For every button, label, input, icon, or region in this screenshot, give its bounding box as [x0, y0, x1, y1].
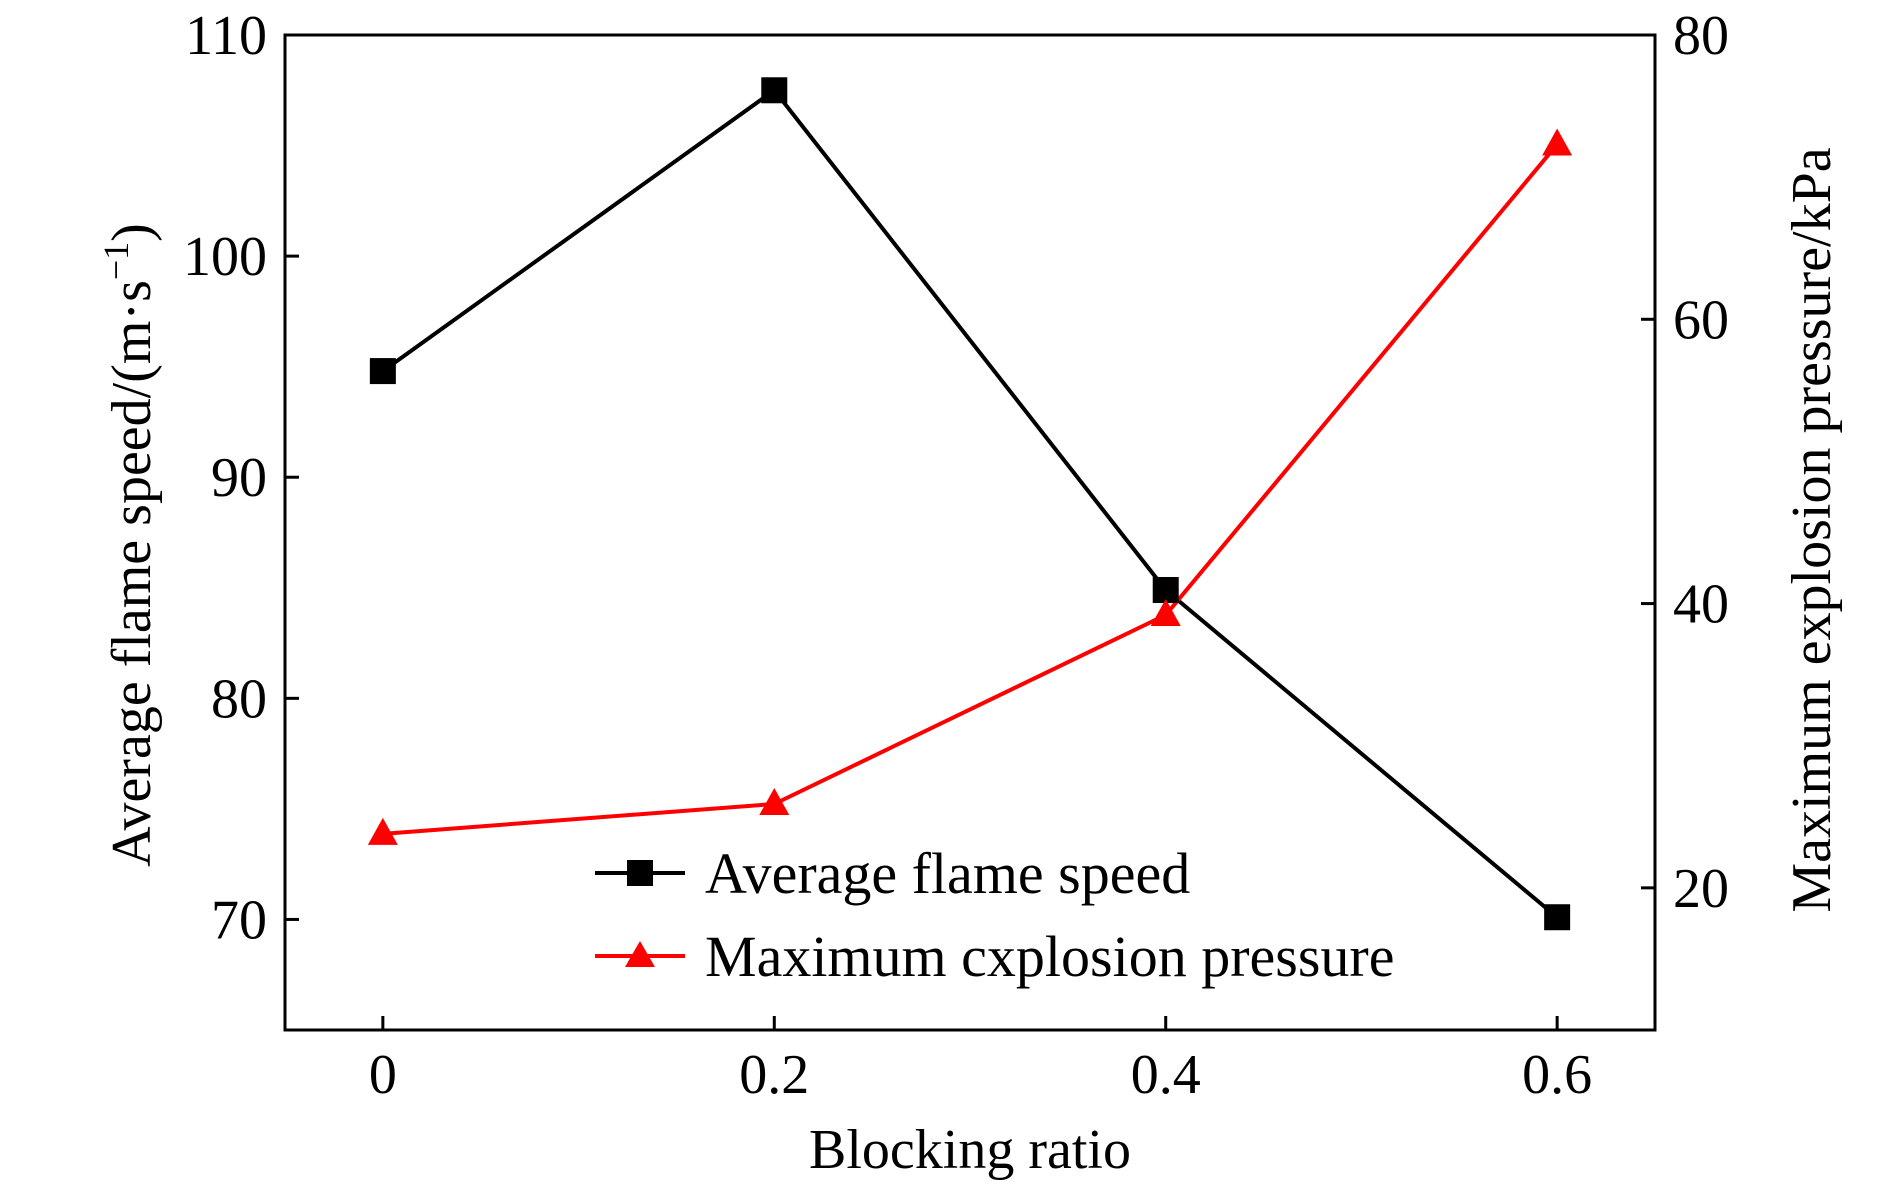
left-y-tick-label: 100: [183, 226, 267, 288]
right-y-tick-label: 80: [1673, 5, 1729, 67]
series-line-0: [381, 88, 1559, 919]
data-point-square: [1152, 576, 1179, 603]
data-point-square: [1544, 904, 1571, 931]
data-point-triangle: [759, 787, 790, 815]
right-y-tick-label: 40: [1673, 574, 1729, 636]
right-y-axis-label: Maximum explosion pressure/kPa: [1781, 147, 1843, 912]
left-y-tick-label: 80: [211, 668, 267, 730]
left-y-axis-label: Average flame speed/(m·s−1): [96, 223, 163, 867]
series-line-1: [382, 143, 1559, 836]
legend-marker-triangle: [625, 941, 655, 967]
left-y-axis-label-close: ): [101, 223, 163, 242]
data-point-square: [369, 358, 396, 385]
axis-ticks: 0 0.2 0.4 0.6 70 80 90 100 110 20 40 60 80: [183, 5, 1729, 1106]
data-point-triangle: [1150, 598, 1181, 626]
x-tick-label: 0.4: [1131, 1044, 1201, 1106]
right-y-tick-label: 60: [1673, 289, 1729, 351]
series-lines: [381, 88, 1559, 919]
series-markers: [367, 77, 1573, 931]
x-tick-label: 0: [369, 1044, 397, 1106]
x-tick-label: 0.2: [739, 1044, 809, 1106]
x-tick-label: 0.6: [1522, 1044, 1592, 1106]
x-axis-label: Blocking ratio: [809, 1119, 1131, 1181]
left-y-tick-label: 110: [185, 5, 267, 67]
data-point-triangle: [1542, 128, 1573, 156]
legend-label-flame-speed: Average flame speed: [705, 841, 1190, 906]
right-y-tick-label: 20: [1673, 858, 1729, 920]
data-point-square: [761, 77, 788, 104]
plot-frame: [283, 33, 1657, 1032]
legend-label-explosion-pressure: Maximum cxplosion pressure: [705, 924, 1394, 989]
left-y-axis-label-main: Average flame speed/(m·s: [101, 280, 163, 867]
legend: Average flame speed Maximum cxplosion pr…: [595, 841, 1394, 989]
left-y-tick-label: 70: [211, 889, 267, 951]
legend-marker-square: [627, 860, 653, 886]
left-y-tick-label: 90: [211, 447, 267, 509]
left-y-axis-label-sup: −1: [96, 242, 136, 280]
data-point-triangle: [367, 817, 398, 845]
